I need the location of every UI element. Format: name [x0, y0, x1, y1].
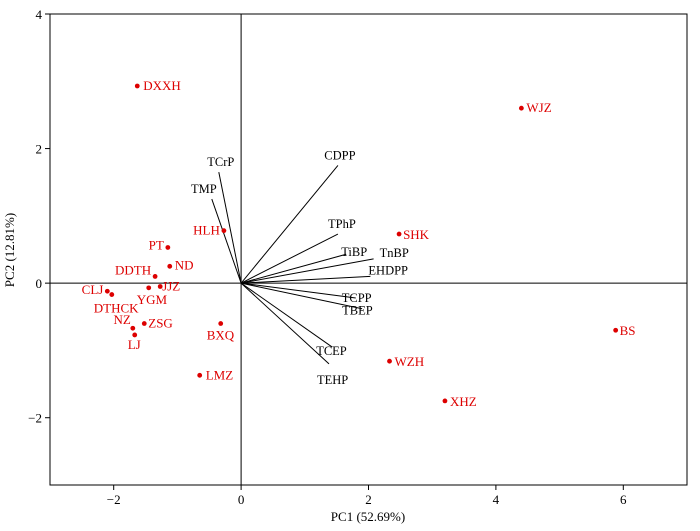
- reference-lines: [50, 14, 687, 485]
- score-label-pt: PT: [149, 237, 164, 252]
- score-point-dthck: [109, 292, 115, 297]
- loading-vector-tcrp: [218, 172, 242, 284]
- y-tick-label: 2: [36, 142, 43, 157]
- score-label-hlh: HLH: [193, 223, 220, 238]
- score-point-wjz: [518, 105, 524, 111]
- score-point-xhz: [442, 398, 448, 404]
- score-label-dthck: DTHCK: [94, 301, 139, 316]
- x-tick-label: 6: [620, 492, 627, 507]
- score-label-ygm: YGM: [137, 292, 168, 307]
- loading-vector-tnbp: [241, 258, 374, 284]
- score-point-zsg: [141, 321, 147, 326]
- score-point-jjz: [157, 284, 163, 289]
- score-point-bs: [613, 327, 619, 333]
- score-label-zsg: ZSG: [148, 316, 173, 331]
- score-point-wzh: [387, 358, 392, 364]
- loading-label-tphp: TPhP: [328, 217, 356, 231]
- x-tick-label: 2: [365, 492, 372, 507]
- score-point-lj: [132, 332, 138, 338]
- score-point-bxq: [218, 321, 224, 326]
- loading-vector-tbep: [240, 282, 363, 310]
- loading-label-tehp: TEHP: [317, 373, 348, 387]
- loading-label-ehdpp: EHDPP: [368, 263, 408, 277]
- score-point-pt: [165, 245, 171, 250]
- loading-vector-tphp: [240, 233, 339, 284]
- x-tick-label: −2: [107, 492, 121, 507]
- score-point-lmz: [197, 372, 203, 378]
- score-label-shk: SHK: [403, 227, 430, 242]
- score-label-xhz: XHZ: [450, 394, 477, 409]
- score-label-wjz: WJZ: [526, 100, 551, 115]
- score-label-bs: BS: [620, 323, 636, 338]
- y-tick-label: 4: [36, 7, 43, 22]
- score-label-lmz: LMZ: [206, 367, 234, 382]
- loading-vector-tcpp: [241, 282, 356, 299]
- score-label-bxq: BXQ: [207, 328, 235, 343]
- score-point-clj: [104, 288, 110, 294]
- score-point-ygm: [146, 285, 152, 291]
- score-label-dxxh: DXXH: [143, 78, 181, 93]
- loading-label-tbep: TBEP: [342, 304, 373, 318]
- loading-label-tnbp: TnBP: [380, 246, 409, 260]
- score-point-hlh: [221, 228, 227, 234]
- score-point-shk: [396, 231, 402, 237]
- loading-label-tibp: TiBP: [341, 245, 367, 259]
- y-tick-label: 0: [36, 276, 43, 291]
- score-label-clj: CLJ: [82, 282, 104, 297]
- score-label-ddth: DDTH: [115, 262, 151, 277]
- loading-label-tcpp: TCPP: [342, 291, 372, 305]
- loading-vector-tibp: [240, 253, 347, 284]
- score-label-wzh: WZH: [395, 354, 425, 369]
- x-axis-title: PC1 (52.69%): [331, 509, 405, 524]
- score-point-nz: [130, 325, 136, 331]
- y-axis-title: PC2 (12.81%): [2, 213, 17, 287]
- loading-vector-ehdpp: [241, 275, 371, 284]
- loading-label-tcep: TCEP: [316, 344, 347, 358]
- axis-ticks: −2 0 2 4 6 −2 0 2 4: [28, 7, 627, 507]
- score-label-nz: NZ: [113, 312, 130, 327]
- y-tick-label: −2: [28, 411, 42, 426]
- score-label-jjz: JJZ: [162, 279, 180, 294]
- x-tick-label: 4: [493, 492, 500, 507]
- score-point-dxxh: [134, 83, 140, 89]
- loading-vector-tmp: [211, 198, 242, 284]
- score-label-nd: ND: [175, 257, 194, 272]
- loading-label-tmp: TMP: [191, 182, 217, 196]
- loading-vector-tcep: [240, 282, 333, 348]
- loading-vector-tehp: [240, 282, 330, 365]
- loading-label-cdpp: CDPP: [324, 148, 355, 162]
- loading-vector-cdpp: [240, 165, 339, 284]
- loading-label-tcrp: TCrP: [207, 155, 234, 169]
- score-point-nd: [167, 263, 173, 269]
- score-label-lj: LJ: [128, 337, 141, 352]
- x-tick-label: 0: [238, 492, 245, 507]
- score-point-ddth: [152, 274, 158, 279]
